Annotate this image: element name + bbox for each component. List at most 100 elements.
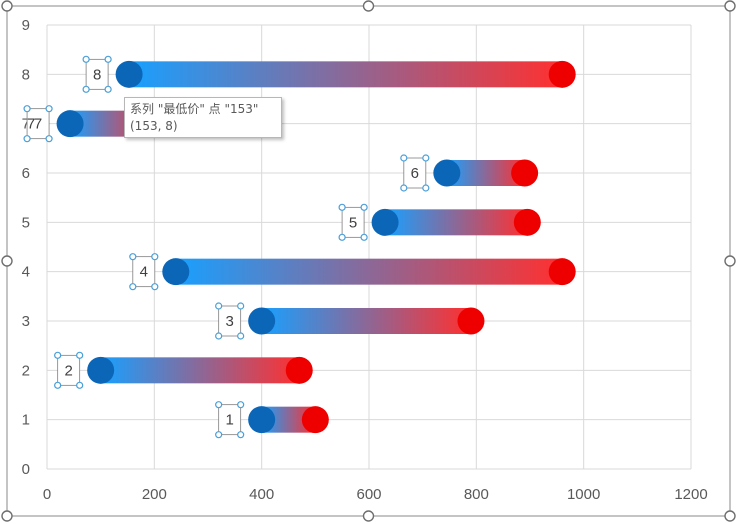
end-marker[interactable] [301, 406, 329, 434]
data-label[interactable]: 6 [400, 154, 430, 192]
x-tick-label: 800 [464, 486, 489, 503]
data-label-box [26, 108, 50, 140]
y-tick-label: 4 [22, 264, 30, 281]
selection-handle[interactable] [151, 253, 159, 261]
selection-handle[interactable] [422, 184, 430, 192]
selection-handle[interactable] [338, 203, 346, 211]
data-labels[interactable]: 1 2 3 4 5 6 7 8 7 [23, 55, 430, 439]
resize-handle[interactable] [724, 255, 736, 267]
selection-handle[interactable] [151, 283, 159, 291]
start-marker[interactable] [371, 208, 399, 236]
selection-handle[interactable] [360, 233, 368, 241]
end-marker[interactable] [548, 60, 576, 88]
gridlines [46, 24, 692, 470]
selection-handle[interactable] [215, 431, 223, 439]
x-tick-label: 200 [142, 486, 167, 503]
tooltip-series-line: 系列 "最低价" 点 "153" [130, 102, 259, 116]
selection-handle[interactable] [237, 401, 245, 409]
selection-handle[interactable] [76, 351, 84, 359]
data-label-text: 2 [64, 362, 72, 379]
selection-handle[interactable] [215, 302, 223, 310]
resize-handle[interactable] [1, 510, 13, 522]
selection-handle[interactable] [422, 154, 430, 162]
data-label[interactable]: 3 [215, 302, 245, 340]
y-tick-label: 2 [22, 362, 30, 379]
start-marker[interactable] [56, 110, 84, 138]
start-marker[interactable] [162, 258, 190, 286]
tooltip-value-line: (153, 8) [130, 119, 178, 133]
y-tick-label: 3 [22, 313, 30, 330]
data-label[interactable]: 1 [215, 401, 245, 439]
selection-handle[interactable] [360, 203, 368, 211]
end-marker[interactable] [513, 208, 541, 236]
data-label[interactable]: 4 [129, 253, 159, 291]
selection-handle[interactable] [23, 105, 31, 113]
range-bar[interactable] [385, 209, 528, 236]
y-tick-label: 8 [22, 66, 30, 83]
y-tick-label: 0 [22, 461, 30, 478]
start-marker[interactable] [433, 159, 461, 187]
x-tick-label: 0 [43, 486, 51, 503]
resize-handle[interactable] [724, 510, 736, 522]
selection-handle[interactable] [237, 431, 245, 439]
end-marker[interactable] [285, 356, 313, 384]
selection-handle[interactable] [237, 332, 245, 340]
range-bars[interactable] [56, 60, 576, 434]
selection-handle[interactable] [215, 332, 223, 340]
data-label-text: 5 [349, 214, 357, 231]
y-tick-label: 9 [22, 17, 30, 34]
selection-handle[interactable] [54, 351, 62, 359]
selection-handle[interactable] [104, 85, 112, 93]
selection-handle[interactable] [400, 154, 408, 162]
data-label-text-overlap: 7 [27, 116, 35, 133]
data-label-text: 6 [411, 165, 419, 182]
end-marker[interactable] [548, 258, 576, 286]
start-marker[interactable] [248, 307, 276, 335]
resize-handle[interactable] [724, 0, 736, 12]
data-label-box [218, 305, 242, 337]
resize-handle[interactable] [362, 510, 375, 522]
range-bar[interactable] [100, 357, 300, 384]
data-label-text: 3 [225, 313, 233, 330]
data-label[interactable]: 7 [23, 105, 53, 143]
data-label-text: 1 [225, 412, 233, 429]
data-label-box [218, 404, 242, 436]
start-marker[interactable] [115, 60, 143, 88]
x-tick-label: 600 [356, 486, 381, 503]
selection-handle[interactable] [215, 401, 223, 409]
selection-handle[interactable] [129, 283, 137, 291]
resize-handle[interactable] [1, 0, 13, 12]
data-label-text: 7 [34, 116, 42, 133]
end-marker[interactable] [457, 307, 485, 335]
y-tick-label: 5 [22, 214, 30, 231]
range-bar[interactable] [129, 61, 563, 88]
start-marker[interactable] [248, 406, 276, 434]
selection-handle[interactable] [338, 233, 346, 241]
start-marker[interactable] [87, 356, 115, 384]
selection-handle[interactable] [45, 105, 53, 113]
selection-handle[interactable] [400, 184, 408, 192]
data-label[interactable]: 5 [338, 203, 368, 241]
selection-handle[interactable] [82, 85, 90, 93]
end-marker[interactable] [511, 159, 539, 187]
selection-handle[interactable] [76, 381, 84, 389]
selection-handle[interactable] [104, 55, 112, 63]
range-bar[interactable] [175, 258, 563, 285]
selection-handle[interactable] [54, 381, 62, 389]
selection-handle[interactable] [237, 302, 245, 310]
selection-handle[interactable] [129, 253, 137, 261]
selection-handle[interactable] [45, 135, 53, 143]
selection-handle[interactable] [82, 55, 90, 63]
data-label-box [57, 354, 81, 386]
y-tick-label: 7 [22, 116, 30, 133]
resize-handle[interactable] [362, 0, 375, 12]
resize-handle[interactable] [1, 255, 13, 267]
range-bar[interactable] [261, 308, 471, 334]
data-label-box [132, 256, 156, 288]
data-label[interactable]: 2 [54, 351, 84, 389]
selection-handle[interactable] [23, 135, 31, 143]
data-label[interactable]: 8 [82, 55, 112, 93]
